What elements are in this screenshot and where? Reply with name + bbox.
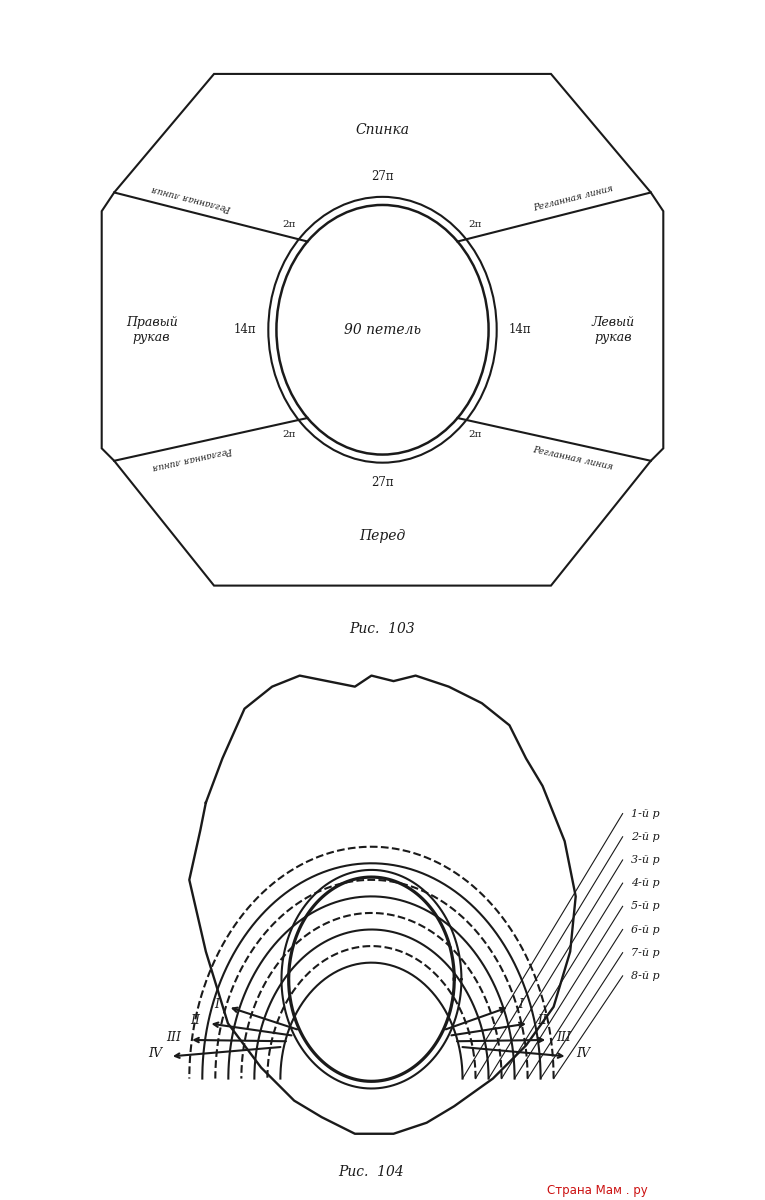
Text: I: I [215, 997, 220, 1010]
Text: II: II [190, 1014, 200, 1027]
Text: 2п: 2п [469, 431, 482, 439]
Text: 2п: 2п [283, 431, 296, 439]
Text: 6-й р: 6-й р [631, 924, 659, 935]
Text: 5-й р: 5-й р [631, 901, 659, 911]
Text: 90 петель: 90 петель [344, 323, 421, 337]
Text: 27п: 27п [371, 170, 394, 184]
Text: Спинка: Спинка [356, 124, 409, 137]
Text: III: III [556, 1031, 571, 1044]
Text: Регланная линия: Регланная линия [532, 184, 614, 212]
Text: II: II [537, 1014, 547, 1027]
Text: Регланная линия: Регланная линия [151, 445, 233, 472]
Text: 1-й р: 1-й р [631, 809, 659, 818]
Text: IV: IV [576, 1048, 590, 1061]
Text: Регланная линия: Регланная линия [532, 445, 614, 472]
Text: Регланная линия: Регланная линия [151, 184, 233, 212]
Text: 2-й р: 2-й р [631, 832, 659, 841]
Text: 2п: 2п [469, 220, 482, 229]
Text: 8-й р: 8-й р [631, 971, 659, 980]
Text: Левый
рукав: Левый рукав [592, 316, 635, 343]
Text: III: III [166, 1031, 181, 1044]
Text: 27п: 27п [371, 476, 394, 490]
Text: 3-й р: 3-й р [631, 854, 659, 865]
Text: 14п: 14п [509, 323, 531, 336]
Text: Правый
рукав: Правый рукав [125, 316, 177, 343]
Text: IV: IV [148, 1048, 161, 1061]
Text: Перед: Перед [360, 529, 405, 542]
Text: 7-й р: 7-й р [631, 948, 659, 958]
Text: Страна Мам . ру: Страна Мам . ру [547, 1184, 647, 1198]
Text: I: I [518, 997, 522, 1010]
Text: 4-й р: 4-й р [631, 878, 659, 888]
Text: 14п: 14п [234, 323, 256, 336]
Text: Рис.  104: Рис. 104 [339, 1165, 405, 1180]
Text: 2п: 2п [283, 220, 296, 229]
Text: Рис.  103: Рис. 103 [350, 623, 415, 636]
